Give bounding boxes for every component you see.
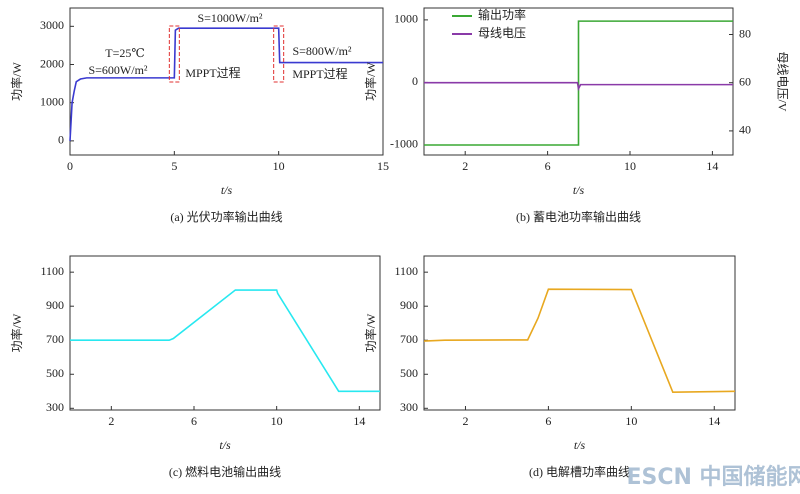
- data-line: [424, 81, 733, 92]
- y-tick-label: 2000: [40, 56, 64, 70]
- y-tick-label: 300: [400, 400, 418, 414]
- x-tick-label: 6: [545, 414, 551, 428]
- plot-frame: [69, 7, 384, 156]
- data-line: [70, 289, 380, 393]
- x-tick-label: 14: [708, 414, 720, 428]
- y2-tick-label: 40: [739, 123, 751, 137]
- x-tick-label: 0: [67, 159, 73, 173]
- y-tick-label: 1100: [40, 264, 64, 278]
- caption: (b) 蓄电池功率输出曲线: [516, 209, 641, 224]
- x-tick-label: 14: [353, 414, 365, 428]
- x-axis-label: t/s: [221, 183, 233, 197]
- y2-tick-label: 60: [739, 74, 751, 88]
- y-tick-label: 700: [46, 332, 64, 346]
- x-axis-label: t/s: [574, 438, 586, 452]
- data-line: [69, 27, 383, 141]
- caption: (c) 燃料电池输出曲线: [169, 464, 281, 479]
- annotation: S=1000W/m²: [197, 11, 262, 25]
- y-tick-label: 500: [400, 366, 418, 380]
- y-tick-label: -1000: [390, 137, 418, 151]
- y-axis-label: 功率/W: [9, 313, 24, 352]
- y-tick-label: 3000: [40, 18, 64, 32]
- y-axis-label: 功率/W: [363, 313, 378, 352]
- plot-frame: [69, 255, 381, 411]
- x-tick-label: 10: [271, 414, 283, 428]
- y-tick-label: 0: [412, 74, 418, 88]
- y-tick-label: 900: [46, 298, 64, 312]
- caption: (d) 电解槽功率曲线: [529, 464, 630, 479]
- y-tick-label: 1100: [394, 264, 418, 278]
- x-tick-label: 10: [273, 159, 285, 173]
- plot-frame: [423, 7, 734, 156]
- legend-label: 输出功率: [478, 7, 526, 22]
- x-axis-label: t/s: [219, 438, 231, 452]
- data-line: [424, 20, 733, 146]
- x-tick-label: 6: [545, 159, 551, 173]
- annotation: S=600W/m²: [88, 63, 147, 77]
- x-tick-label: 6: [191, 414, 197, 428]
- y2-tick-label: 80: [739, 26, 751, 40]
- x-tick-label: 10: [624, 159, 636, 173]
- y2-axis-label: 母线电压/V: [775, 51, 789, 111]
- x-tick-label: 2: [462, 159, 468, 173]
- x-tick-label: 14: [706, 159, 718, 173]
- annotation: S=800W/m²: [292, 44, 351, 58]
- annotation: MPPT过程: [185, 65, 240, 80]
- x-tick-label: 2: [462, 414, 468, 428]
- y-tick-label: 1000: [394, 12, 418, 26]
- caption: (a) 光伏功率输出曲线: [170, 209, 282, 224]
- x-tick-label: 15: [377, 159, 389, 173]
- y-axis-label: 功率/W: [363, 62, 378, 101]
- y-tick-label: 900: [400, 298, 418, 312]
- y-tick-label: 700: [400, 332, 418, 346]
- y-tick-label: 300: [46, 400, 64, 414]
- y-tick-label: 500: [46, 366, 64, 380]
- mppt-box: [168, 25, 180, 83]
- annotation: T=25℃: [105, 46, 145, 60]
- x-tick-label: 5: [171, 159, 177, 173]
- mppt-box: [273, 25, 285, 83]
- x-tick-label: 10: [625, 414, 637, 428]
- y-axis-label: 功率/W: [9, 62, 24, 101]
- x-axis-label: t/s: [573, 183, 585, 197]
- data-line: [423, 288, 736, 393]
- y-tick-label: 1000: [40, 94, 64, 108]
- legend-label: 母线电压: [478, 26, 526, 40]
- annotation: MPPT过程: [292, 66, 347, 81]
- y-tick-label: 0: [58, 133, 64, 147]
- x-tick-label: 2: [108, 414, 114, 428]
- plot-frame: [423, 255, 736, 411]
- watermark: ESCN 中国储能网: [626, 464, 800, 490]
